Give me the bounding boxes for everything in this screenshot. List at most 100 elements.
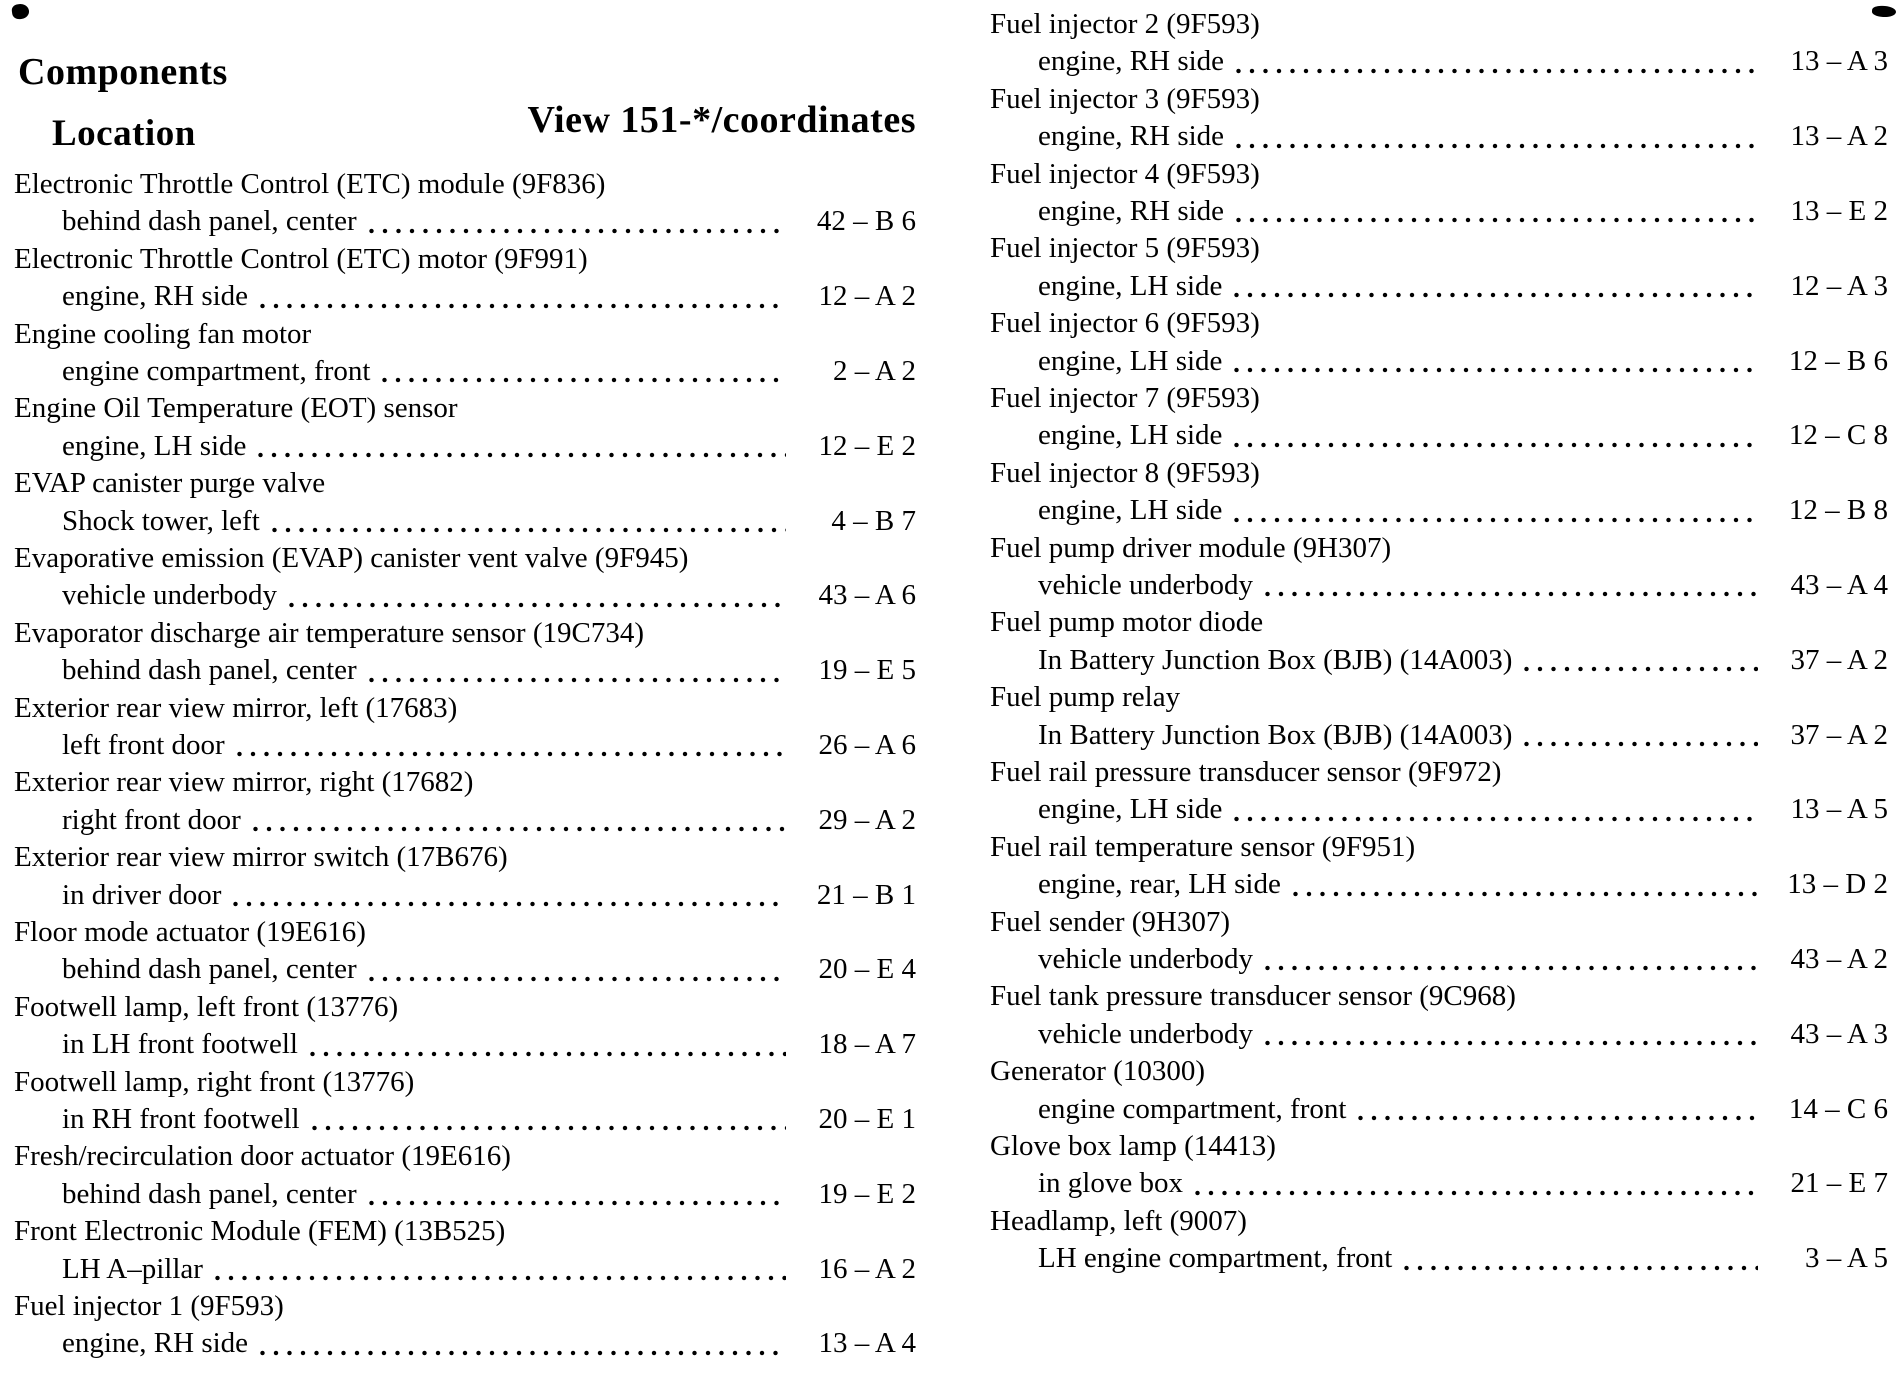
component-entry: Fuel injector 7 (9F593) engine, LH side … <box>990 380 1888 455</box>
component-location-row: engine, LH side 12 – A 3 <box>990 268 1888 305</box>
component-location: in glove box <box>1038 1167 1183 1200</box>
component-coordinate: 29 – A 2 <box>818 803 917 836</box>
component-location-row: engine, RH side 13 – A 3 <box>990 43 1888 80</box>
component-location-row: engine, rear, LH side 13 – D 2 <box>990 866 1888 903</box>
component-coordinate: 14 – C 6 <box>1788 1092 1888 1125</box>
component-location-row: In Battery Junction Box (BJB) (14A003) 3… <box>990 642 1888 679</box>
component-location: right front door <box>62 803 241 836</box>
component-location-row: engine, RH side 13 – A 4 <box>14 1325 916 1362</box>
dot-leader <box>1236 67 1758 74</box>
component-location: engine, LH side <box>1038 793 1223 826</box>
component-name: Evaporator discharge air temperature sen… <box>14 616 644 649</box>
component-entry: Front Electronic Module (FEM) (13B525) L… <box>14 1213 916 1288</box>
component-name: Glove box lamp (14413) <box>990 1129 1276 1162</box>
component-location-row: engine, LH side 12 – B 6 <box>990 343 1888 380</box>
component-entry: Engine Oil Temperature (EOT) sensor engi… <box>14 390 916 465</box>
component-location-row: LH engine compartment, front 3 – A 5 <box>990 1240 1888 1277</box>
component-coordinate: 13 – D 2 <box>1787 868 1888 901</box>
component-location: in RH front footwell <box>62 1102 300 1135</box>
component-coordinate: 16 – A 2 <box>818 1252 917 1285</box>
component-location: vehicle underbody <box>1038 942 1254 975</box>
component-location: Shock tower, left <box>62 504 260 537</box>
component-entry: Fuel injector 2 (9F593) engine, RH side … <box>990 6 1888 81</box>
component-coordinate: 20 – E 4 <box>818 953 916 986</box>
component-entry: Generator (10300) engine compartment, fr… <box>990 1053 1888 1128</box>
component-coordinate: 43 – A 3 <box>1790 1017 1889 1050</box>
component-location: in LH front footwell <box>62 1028 298 1061</box>
component-coordinate: 12 – B 6 <box>1788 344 1888 377</box>
column-headers: Location View 151-*/coordinates <box>14 99 916 156</box>
component-coordinate: 13 – A 3 <box>1790 45 1889 78</box>
dot-leader <box>1195 1189 1758 1196</box>
component-coordinate: 43 – A 4 <box>1790 568 1889 601</box>
component-location: vehicle underbody <box>1038 568 1254 601</box>
component-location-row: engine, LH side 12 – E 2 <box>14 428 916 465</box>
component-name: Exterior rear view mirror switch (17B676… <box>14 841 508 874</box>
component-location-row: engine compartment, front 2 – A 2 <box>14 353 916 390</box>
component-name: Fresh/recirculation door actuator (19E61… <box>14 1140 511 1173</box>
component-location-row: behind dash panel, center 20 – E 4 <box>14 951 916 988</box>
component-location: engine, RH side <box>62 1327 249 1360</box>
component-entry: Fresh/recirculation door actuator (19E61… <box>14 1138 916 1213</box>
component-entry: EVAP canister purge valve Shock tower, l… <box>14 465 916 540</box>
component-location-row: engine, LH side 12 – C 8 <box>990 417 1888 454</box>
dot-leader <box>1234 366 1758 373</box>
component-coordinate: 20 – E 1 <box>818 1102 916 1135</box>
component-location-row: engine, LH side 13 – A 5 <box>990 791 1888 828</box>
component-coordinate: 3 – A 5 <box>1805 1242 1888 1275</box>
component-entry: Headlamp, left (9007) LH engine compartm… <box>990 1203 1888 1278</box>
component-entry: Fuel tank pressure transducer sensor (9C… <box>990 978 1888 1053</box>
component-entry: Fuel pump driver module (9H307) vehicle … <box>990 530 1888 605</box>
component-location-row: engine compartment, front 14 – C 6 <box>990 1091 1888 1128</box>
component-coordinate: 43 – A 2 <box>1790 942 1889 975</box>
component-coordinate: 19 – E 5 <box>818 654 916 687</box>
component-entry: Fuel rail temperature sensor (9F951) eng… <box>990 829 1888 904</box>
dot-leader <box>311 1125 786 1132</box>
component-location-row: in glove box 21 – E 7 <box>990 1165 1888 1202</box>
component-location: engine, LH side <box>1038 494 1223 527</box>
dot-leader <box>271 526 786 533</box>
component-coordinate: 12 – A 3 <box>1790 269 1889 302</box>
component-location-row: behind dash panel, center 42 – B 6 <box>14 203 916 240</box>
dot-leader <box>236 751 786 758</box>
component-location: behind dash panel, center <box>62 953 357 986</box>
component-entry: Floor mode actuator (19E616) behind dash… <box>14 914 916 989</box>
component-coordinate: 21 – B 1 <box>816 878 916 911</box>
component-name: Fuel sender (9H307) <box>990 905 1231 938</box>
dot-leader <box>1265 965 1758 972</box>
component-name: Fuel rail temperature sensor (9F951) <box>990 830 1416 863</box>
component-location-row: engine, RH side 13 – E 2 <box>990 193 1888 230</box>
component-location-row: vehicle underbody 43 – A 3 <box>990 1016 1888 1053</box>
component-name: Footwell lamp, right front (13776) <box>14 1065 415 1098</box>
component-location: engine, LH side <box>1038 269 1223 302</box>
component-location-row: in LH front footwell 18 – A 7 <box>14 1026 916 1063</box>
page-title: Components <box>18 51 228 93</box>
component-location-row: in driver door 21 – B 1 <box>14 877 916 914</box>
dot-leader <box>1234 516 1758 523</box>
component-coordinate: 37 – A 2 <box>1790 718 1889 751</box>
component-location-row: behind dash panel, center 19 – E 2 <box>14 1176 916 1213</box>
component-location: behind dash panel, center <box>62 654 357 687</box>
dot-leader <box>368 975 786 982</box>
dot-leader <box>1358 1114 1758 1121</box>
dot-leader <box>1404 1264 1758 1271</box>
component-location-row: engine, LH side 12 – B 8 <box>990 492 1888 529</box>
component-coordinate: 26 – A 6 <box>818 728 917 761</box>
dot-leader <box>382 377 786 384</box>
component-entry: Evaporative emission (EVAP) canister ven… <box>14 540 916 615</box>
component-name: Exterior rear view mirror, right (17682) <box>14 766 474 799</box>
component-location: in driver door <box>62 878 222 911</box>
component-location: engine compartment, front <box>62 355 371 387</box>
component-name: Engine cooling fan motor <box>14 317 312 350</box>
component-location: In Battery Junction Box (BJB) (14A003) <box>1038 718 1513 751</box>
component-name: Fuel injector 5 (9F593) <box>990 232 1260 265</box>
component-name: Fuel injector 3 (9F593) <box>990 82 1260 115</box>
dot-leader <box>214 1274 786 1281</box>
dot-leader <box>1265 1040 1758 1047</box>
component-entry: Footwell lamp, right front (13776) in RH… <box>14 1064 916 1139</box>
component-entry: Fuel injector 4 (9F593) engine, RH side … <box>990 156 1888 231</box>
component-list-right: Fuel injector 2 (9F593) engine, RH side … <box>990 6 1888 1278</box>
component-name: Fuel injector 8 (9F593) <box>990 456 1260 489</box>
component-name: Fuel injector 6 (9F593) <box>990 307 1260 340</box>
component-entry: Evaporator discharge air temperature sen… <box>14 615 916 690</box>
